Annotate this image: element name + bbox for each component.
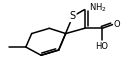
- Text: O: O: [114, 20, 120, 29]
- Text: HO: HO: [96, 42, 109, 51]
- Text: S: S: [70, 11, 76, 21]
- Text: NH$_2$: NH$_2$: [89, 1, 106, 14]
